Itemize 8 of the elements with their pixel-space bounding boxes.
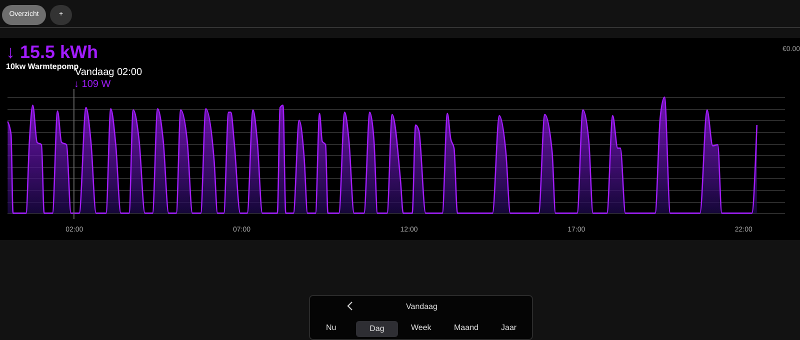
text: Vandaag xyxy=(406,302,438,311)
text: Nu xyxy=(326,323,336,332)
text: Maand xyxy=(454,323,478,332)
text: Week xyxy=(411,323,432,332)
text: ↓ 109 W xyxy=(74,79,111,90)
text: Jaar xyxy=(501,323,517,332)
chart-title: ↓ 15.5 kWh xyxy=(6,42,98,63)
text: Dag xyxy=(356,321,398,337)
